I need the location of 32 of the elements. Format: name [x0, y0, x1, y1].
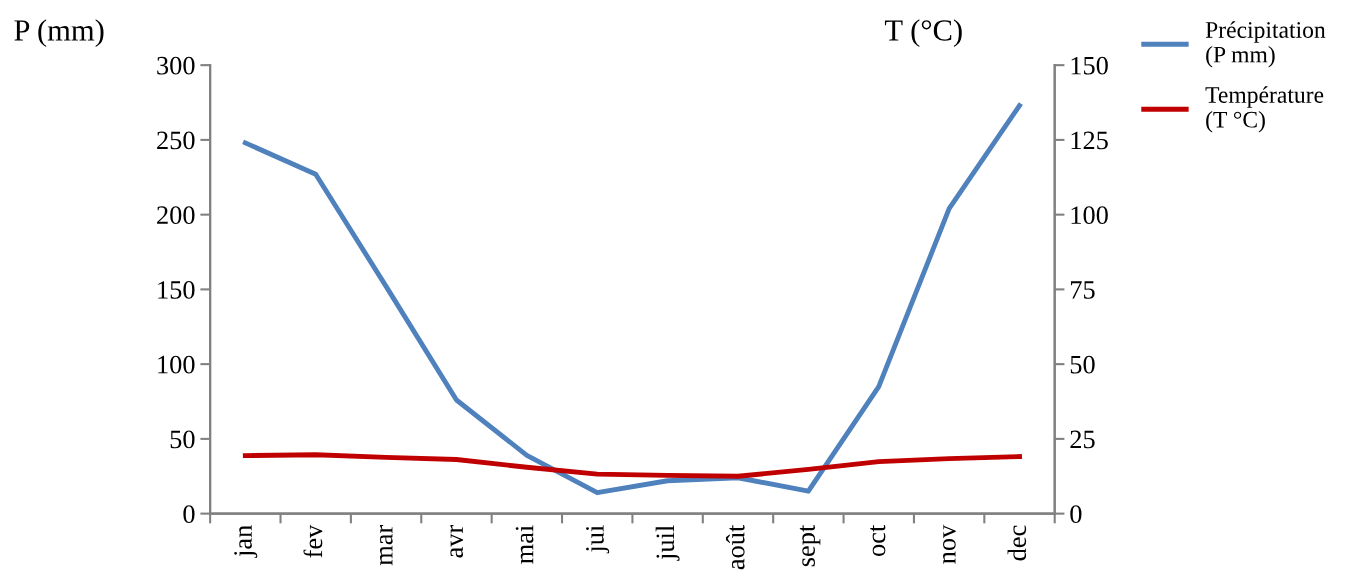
- y2-tick-label: 75: [1071, 281, 1095, 299]
- x-tick-label: mai: [515, 525, 534, 564]
- x-tick-label: juil: [655, 525, 680, 561]
- y-tick-label: 200: [157, 206, 195, 225]
- x-tick-label: août: [725, 524, 745, 570]
- x-tick-label: avr: [450, 524, 464, 558]
- y-tick-label: 100: [158, 355, 195, 374]
- y-tick-label: 50: [170, 430, 195, 449]
- x-tick-label: fev: [303, 524, 323, 558]
- y2-tick-label: 0: [1070, 505, 1082, 524]
- y2-axis-title: T (°C): [884, 19, 962, 47]
- line-series: [242, 452, 1022, 479]
- legend-label: Température (T °C): [1205, 86, 1324, 133]
- x-tick-label: sept: [799, 524, 821, 567]
- x-tick-label: oct: [870, 524, 886, 556]
- y2-tick-label: 100: [1071, 206, 1108, 225]
- y2-tick-label: 150: [1071, 56, 1108, 75]
- y-tick-label: 250: [157, 131, 195, 150]
- x-tick-label: nov: [943, 524, 956, 564]
- x-tick-label: jan: [234, 525, 258, 558]
- x-tick-label: mar: [379, 524, 393, 566]
- y-tick-label: 0: [183, 505, 195, 524]
- y-tick-label: 150: [158, 281, 195, 299]
- x-tick-label: jui: [586, 525, 610, 554]
- x-tick-label: dec: [1007, 525, 1027, 561]
- legend-label: Précipitation (P mm): [1205, 21, 1326, 68]
- line-series: [242, 103, 1022, 496]
- y2-tick-label: 50: [1070, 355, 1095, 374]
- y-tick-label: 300: [157, 56, 195, 75]
- y2-tick-label: 125: [1071, 131, 1108, 150]
- y2-tick-label: 25: [1070, 430, 1095, 449]
- y-axis-title: P (mm): [14, 19, 104, 47]
